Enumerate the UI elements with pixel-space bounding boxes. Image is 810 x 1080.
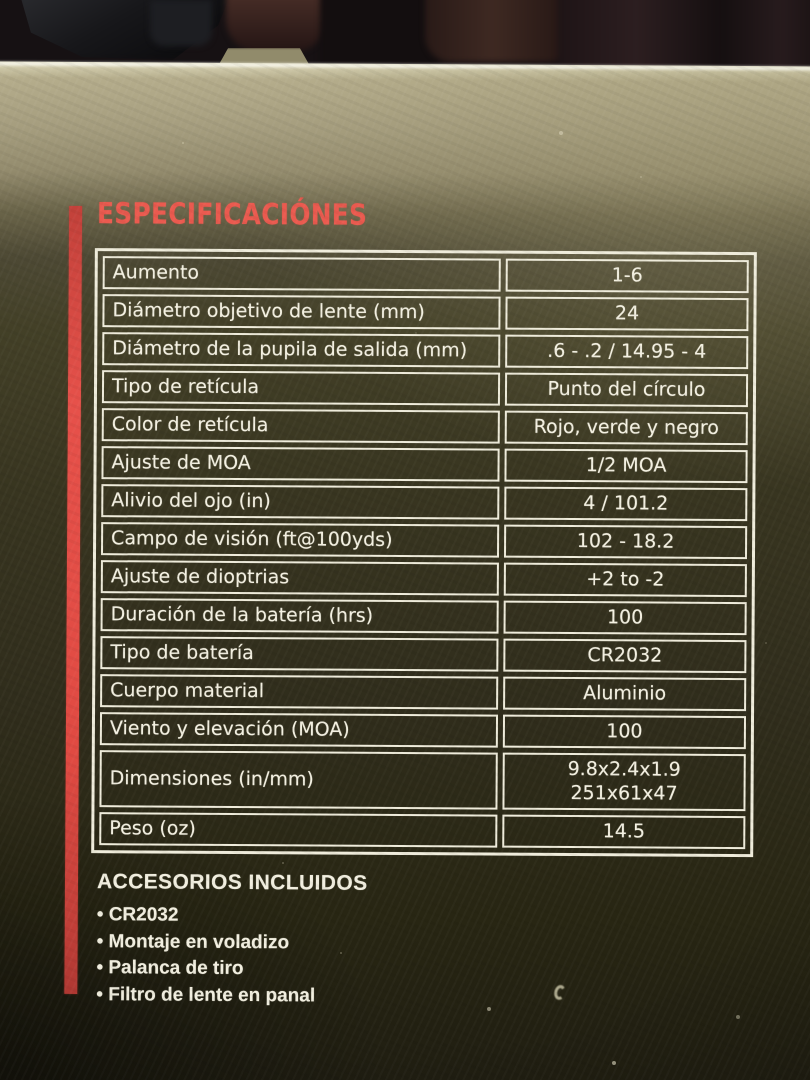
spec-value: 1/2 MOA xyxy=(504,448,748,484)
accessories-section: ACCESORIOS INCLUIDOS CR2032 Montaje en v… xyxy=(96,870,368,1010)
scope-ocular-silhouette xyxy=(558,0,810,77)
scuff-mark xyxy=(552,983,567,1001)
spec-label: Campo de visión (ft@100yds) xyxy=(100,522,500,558)
box-face: ESPECIFICACIÓNES Aumento 1-6 Diámetro ob… xyxy=(0,61,810,1080)
accessories-list: CR2032 Montaje en voladizo Palanca de ti… xyxy=(96,902,367,1010)
spec-row: Aumento 1-6 xyxy=(102,256,749,294)
specifications-title: ESPECIFICACIÓNES xyxy=(96,196,368,232)
spec-label: Viento y elevación (MOA) xyxy=(99,712,499,748)
spec-value: 100 xyxy=(503,600,747,636)
spec-label: Dimensiones (in/mm) xyxy=(99,750,498,810)
spec-row: Tipo de retícula Punto del círculo xyxy=(101,370,749,408)
spec-row: Viento y elevación (MOA) 100 xyxy=(99,712,747,750)
spec-label: Ajuste de dioptrias xyxy=(100,560,499,596)
spec-label: Color de retícula xyxy=(101,408,500,444)
spec-value: Aluminio xyxy=(503,676,747,712)
background-shadow xyxy=(320,0,440,67)
spec-label: Diámetro objetivo de lente (mm) xyxy=(102,294,501,330)
spec-row: Diámetro objetivo de lente (mm) 24 xyxy=(102,294,749,332)
spec-row: Alivio del ojo (in) 4 / 101.2 xyxy=(101,484,748,522)
spec-label: Tipo de batería xyxy=(100,636,499,672)
accessory-item: Filtro de lente en panal xyxy=(96,982,367,1010)
accessory-item: Montaje en voladizo xyxy=(97,929,368,957)
scope-body-silhouette xyxy=(425,0,575,62)
spec-value: +2 to -2 xyxy=(503,562,747,598)
spec-value: 4 / 101.2 xyxy=(504,486,748,522)
spec-row: Ajuste de dioptrias +2 to -2 xyxy=(100,560,747,598)
spec-label: Diámetro de la pupila de salida (mm) xyxy=(102,332,501,368)
spec-value: 14.5 xyxy=(502,814,746,850)
spec-table: Aumento 1-6 Diámetro objetivo de lente (… xyxy=(91,248,757,858)
spec-value: Rojo, verde y negro xyxy=(504,410,748,446)
spec-value: 9.8x2.4x1.9 251x61x47 xyxy=(502,752,746,812)
spec-row: Peso (oz) 14.5 xyxy=(99,812,746,850)
turret-knob-silhouette xyxy=(150,0,212,46)
accessory-item: Palanca de tiro xyxy=(96,955,367,983)
spec-value: 1-6 xyxy=(505,258,749,294)
spec-label: Peso (oz) xyxy=(99,812,498,848)
spec-value: 24 xyxy=(505,296,749,332)
spec-value: CR2032 xyxy=(503,638,747,674)
spec-row: Ajuste de MOA 1/2 MOA xyxy=(101,446,748,484)
accessories-heading: ACCESORIOS INCLUIDOS xyxy=(96,870,368,895)
spec-value: .6 - .2 / 14.95 - 4 xyxy=(505,334,749,370)
spec-row: Campo de visión (ft@100yds) 102 - 18.2 xyxy=(100,522,748,560)
spec-label: Cuerpo material xyxy=(100,674,499,710)
spec-label: Aumento xyxy=(102,256,501,292)
spec-value: 100 xyxy=(502,714,747,750)
spec-row: Tipo de batería CR2032 xyxy=(100,636,747,674)
spec-value: Punto del círculo xyxy=(504,372,749,408)
spec-row: Diámetro de la pupila de salida (mm) .6 … xyxy=(102,332,749,370)
spec-value: 102 - 18.2 xyxy=(503,524,748,560)
accessory-item: CR2032 xyxy=(97,902,368,930)
spec-row: Color de retícula Rojo, verde y negro xyxy=(101,408,748,446)
spec-label: Alivio del ojo (in) xyxy=(101,484,500,520)
spec-label: Duración de la batería (hrs) xyxy=(100,598,499,634)
spec-label: Tipo de retícula xyxy=(101,370,501,406)
spec-label: Ajuste de MOA xyxy=(101,446,500,482)
scope-tube-silhouette xyxy=(226,0,326,52)
spec-row: Cuerpo material Aluminio xyxy=(100,674,747,712)
red-accent-bar xyxy=(64,205,83,995)
spec-row: Dimensiones (in/mm) 9.8x2.4x1.9 251x61x4… xyxy=(99,750,746,812)
spec-row: Duración de la batería (hrs) 100 xyxy=(100,598,747,636)
